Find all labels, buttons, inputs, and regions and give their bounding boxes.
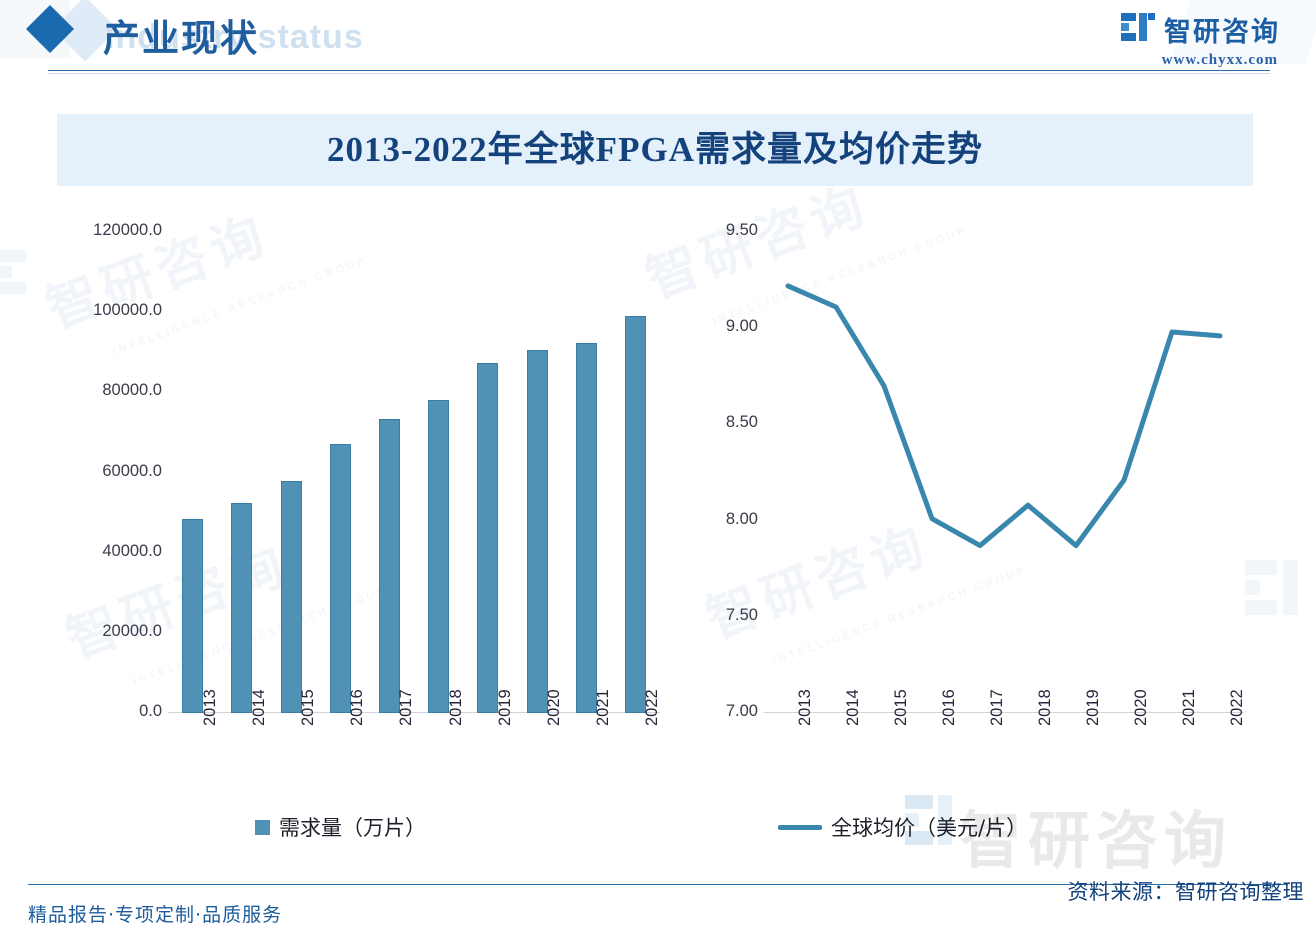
chart-title-band: 2013-2022年全球FPGA需求量及均价走势 <box>57 114 1253 186</box>
line-x-tick-2021: 2021 <box>1180 689 1198 726</box>
line-chart-panel: 7.00 7.50 8.00 8.50 9.00 9.50 2013 2014 2015 201… <box>660 200 1300 860</box>
brand-url: www.chyxx.com <box>1161 52 1278 68</box>
bar-x-tick-2017: 2017 <box>397 689 416 726</box>
bar-2022 <box>624 316 646 713</box>
bar-y-tick: 20000.0 <box>102 621 162 640</box>
section-title-cn: 产业现状 <box>103 19 259 60</box>
bar-2015 <box>280 481 302 713</box>
bar-2016 <box>329 443 351 713</box>
bar-chart-y-axis: 0.0 20000.0 40000.0 60000.0 80000.0 100000.0 1… <box>40 200 162 760</box>
bar-2020 <box>526 350 548 713</box>
footer-source: 资料来源：智研咨询整理 <box>1067 880 1304 904</box>
bar-x-tick-2018: 2018 <box>446 689 465 726</box>
bar-y-tick: 60000.0 <box>102 461 162 480</box>
brand-logo: 智研咨询 <box>1121 10 1280 49</box>
line-y-tick: 9.50 <box>725 221 758 239</box>
bar-2018 <box>428 400 450 713</box>
line-chart-baseline <box>764 712 1244 713</box>
line-y-tick: 8.50 <box>725 413 758 432</box>
bar-chart-baseline <box>168 712 660 713</box>
line-x-tick-2015: 2015 <box>892 689 910 726</box>
line-x-tick-2014: 2014 <box>844 689 862 726</box>
bar-y-tick: 100000.0 <box>93 301 162 320</box>
brand-name: 智研咨询 <box>1164 17 1280 48</box>
legend-label-demand: 需求量（万片） <box>279 816 426 840</box>
header-divider <box>48 70 1270 71</box>
line-y-tick: 7.50 <box>725 605 758 624</box>
line-y-tick: 8.00 <box>725 509 758 528</box>
footer-divider <box>28 884 1288 885</box>
bar-y-tick: 40000.0 <box>102 541 162 560</box>
line-x-tick-2018: 2018 <box>1036 689 1054 726</box>
bar-y-tick: 0.0 <box>139 702 162 720</box>
legend-swatch-demand <box>255 819 270 835</box>
bar-2017 <box>378 418 400 713</box>
bar-2021 <box>575 342 597 713</box>
bar-x-tick-2020: 2020 <box>545 689 563 726</box>
line-chart-y-axis: 7.00 7.50 8.00 8.50 9.00 9.50 <box>660 200 758 760</box>
footer-slogan: 精品报告·专项定制·品质服务 <box>28 904 283 926</box>
bar-x-tick-2015: 2015 <box>299 689 317 726</box>
price-line-path <box>785 283 1223 549</box>
bar-x-tick-2016: 2016 <box>348 689 367 726</box>
bar-x-tick-2013: 2013 <box>200 689 219 726</box>
line-chart-svg <box>785 283 1223 549</box>
line-x-tick-2019: 2019 <box>1084 689 1102 726</box>
bar-chart-legend: 需求量（万片） <box>255 812 426 842</box>
bar-y-tick: 120000.0 <box>93 221 162 239</box>
legend-swatch-price <box>778 824 822 830</box>
chart-title: 2013-2022年全球FPGA需求量及均价走势 <box>327 130 983 169</box>
line-chart-legend: 全球均价（美元/片） <box>778 812 1027 842</box>
bar-2014 <box>231 503 253 713</box>
line-y-tick: 9.00 <box>725 317 758 336</box>
bar-chart-plot <box>168 232 660 713</box>
charts-container: 0.0 20000.0 40000.0 60000.0 80000.0 100000.0 1… <box>0 200 1316 860</box>
section-title-en: Industry status <box>105 18 364 56</box>
line-x-tick-2020: 2020 <box>1132 689 1150 726</box>
line-chart-plot <box>764 232 1244 713</box>
line-chart-x-axis: 2013 2014 2015 2016 2017 2018 2019 2020 2021 2022 <box>764 689 1246 810</box>
bar-chart-panel: 0.0 20000.0 40000.0 60000.0 80000.0 100000.0 1… <box>40 200 662 860</box>
bar-x-tick-2019: 2019 <box>495 689 514 726</box>
line-x-tick-2017: 2017 <box>988 689 1006 726</box>
line-x-tick-2022: 2022 <box>1228 689 1246 726</box>
line-y-tick: 7.00 <box>725 702 758 720</box>
brand-logo-icon <box>1121 12 1155 47</box>
bar-x-tick-2021: 2021 <box>594 689 613 726</box>
bar-2013 <box>182 518 204 713</box>
line-x-tick-2016: 2016 <box>940 689 958 726</box>
bar-chart-x-axis: 2013 2014 2015 2016 2017 2018 2019 2020 2021 2022 <box>168 689 662 810</box>
page-header: Industry status 产业现状 智研咨询 www.chyxx.com <box>0 0 1316 78</box>
line-x-tick-2013: 2013 <box>796 689 814 726</box>
bar-x-tick-2014: 2014 <box>249 689 268 726</box>
bar-y-tick: 80000.0 <box>102 381 162 400</box>
bar-2019 <box>477 363 499 713</box>
diamond-icon <box>25 4 75 54</box>
legend-label-price: 全球均价（美元/片） <box>831 816 1028 840</box>
header-divider-secondary <box>48 73 1270 74</box>
